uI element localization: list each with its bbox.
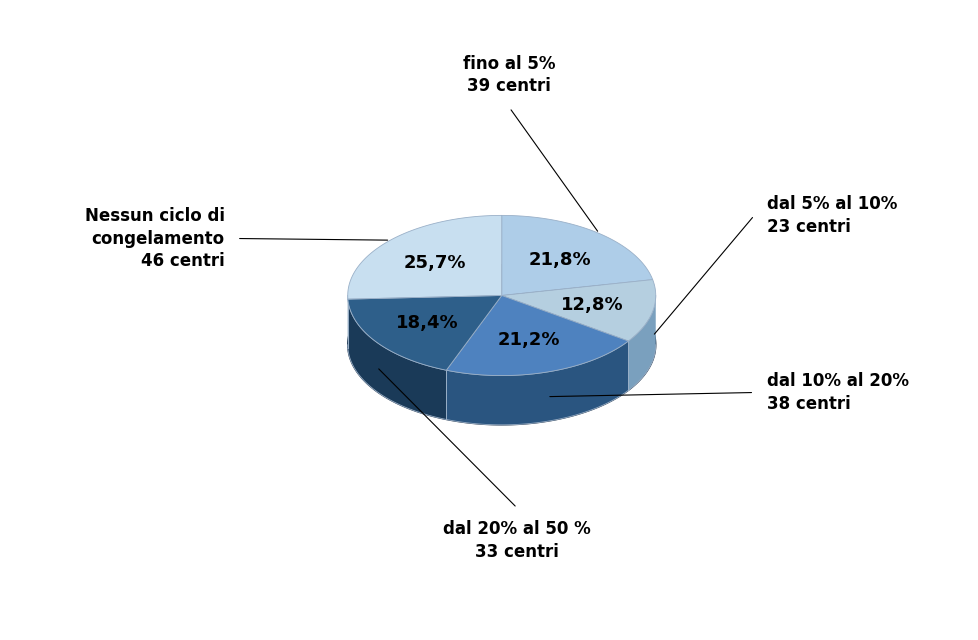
Text: Nessun ciclo di
congelamento
46 centri: Nessun ciclo di congelamento 46 centri [84, 207, 224, 269]
Text: dal 20% al 50 %
33 centri: dal 20% al 50 % 33 centri [443, 520, 591, 561]
Text: 21,2%: 21,2% [497, 331, 559, 349]
Text: fino al 5%
39 centri: fino al 5% 39 centri [463, 55, 556, 95]
Polygon shape [446, 341, 628, 425]
Polygon shape [501, 280, 655, 341]
Polygon shape [628, 296, 655, 390]
Text: 12,8%: 12,8% [560, 296, 623, 314]
Text: dal 10% al 20%
38 centri: dal 10% al 20% 38 centri [766, 372, 908, 413]
Polygon shape [347, 299, 446, 419]
Polygon shape [446, 296, 628, 376]
Text: dal 5% al 10%
23 centri: dal 5% al 10% 23 centri [766, 195, 896, 236]
Text: 25,7%: 25,7% [403, 254, 466, 273]
Polygon shape [501, 216, 652, 296]
Text: 18,4%: 18,4% [395, 314, 458, 332]
Text: 21,8%: 21,8% [528, 250, 591, 269]
Polygon shape [347, 216, 501, 299]
Polygon shape [347, 296, 501, 370]
Polygon shape [347, 265, 655, 425]
